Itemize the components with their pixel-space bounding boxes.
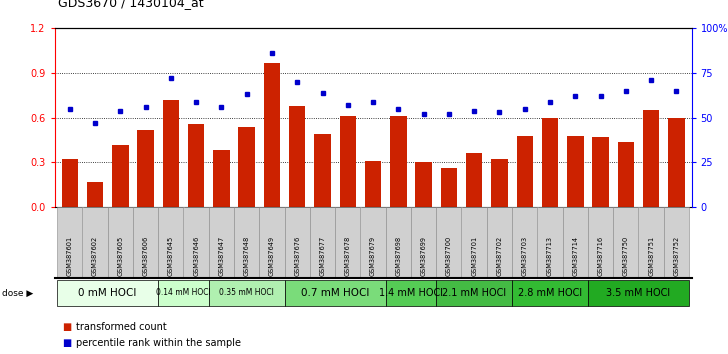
Bar	[239, 127, 255, 207]
Text: GDS3670 / 1430104_at: GDS3670 / 1430104_at	[58, 0, 204, 9]
Text: 0.35 mM HOCl: 0.35 mM HOCl	[219, 289, 274, 297]
Bar	[567, 136, 584, 207]
Bar	[87, 182, 103, 207]
Text: GSM387714: GSM387714	[572, 236, 578, 276]
Text: GSM387750: GSM387750	[623, 236, 629, 276]
Bar	[542, 118, 558, 207]
Bar	[365, 161, 381, 207]
Text: GSM387702: GSM387702	[496, 236, 502, 276]
Text: GSM387699: GSM387699	[421, 236, 427, 276]
Text: ■: ■	[62, 322, 71, 332]
Text: GSM387700: GSM387700	[446, 236, 452, 276]
Text: 0 mM HOCl: 0 mM HOCl	[79, 288, 137, 298]
Text: GSM387676: GSM387676	[294, 236, 300, 276]
Text: GSM387649: GSM387649	[269, 236, 275, 276]
Text: GSM387606: GSM387606	[143, 236, 149, 276]
Text: 1.4 mM HOCl: 1.4 mM HOCl	[379, 288, 443, 298]
Text: GSM387701: GSM387701	[471, 236, 478, 276]
Bar	[643, 110, 660, 207]
Bar	[213, 150, 229, 207]
Bar	[289, 106, 306, 207]
Bar	[593, 137, 609, 207]
Bar	[112, 144, 129, 207]
Text: 2.8 mM HOCl: 2.8 mM HOCl	[518, 288, 582, 298]
Text: 0.14 mM HOCl: 0.14 mM HOCl	[156, 289, 211, 297]
Bar	[264, 63, 280, 207]
Text: GSM387602: GSM387602	[92, 236, 98, 276]
Text: GSM387601: GSM387601	[67, 236, 73, 276]
Text: transformed count: transformed count	[76, 322, 167, 332]
Bar	[162, 100, 179, 207]
Bar	[314, 134, 331, 207]
Text: GSM387713: GSM387713	[547, 236, 553, 276]
Text: 0.7 mM HOCl: 0.7 mM HOCl	[301, 288, 369, 298]
Bar	[517, 136, 533, 207]
Text: GSM387751: GSM387751	[648, 236, 654, 276]
Text: dose ▶: dose ▶	[2, 289, 33, 297]
Bar	[466, 154, 483, 207]
Text: GSM387645: GSM387645	[168, 236, 174, 276]
Text: GSM387646: GSM387646	[193, 236, 199, 276]
Text: ■: ■	[62, 338, 71, 348]
Bar	[617, 142, 634, 207]
Bar	[668, 118, 684, 207]
Text: GSM387698: GSM387698	[395, 236, 401, 276]
Text: GSM387647: GSM387647	[218, 236, 224, 276]
Text: GSM387678: GSM387678	[345, 236, 351, 276]
Bar	[416, 162, 432, 207]
Text: GSM387679: GSM387679	[370, 236, 376, 276]
Text: GSM387703: GSM387703	[522, 236, 528, 276]
Text: 2.1 mM HOCl: 2.1 mM HOCl	[442, 288, 506, 298]
Bar	[339, 116, 356, 207]
Bar	[62, 159, 78, 207]
Bar	[491, 159, 507, 207]
Text: GSM387677: GSM387677	[320, 236, 325, 276]
Bar	[138, 130, 154, 207]
Bar	[440, 169, 457, 207]
Text: GSM387605: GSM387605	[117, 236, 123, 276]
Text: GSM387648: GSM387648	[244, 236, 250, 276]
Text: 3.5 mM HOCl: 3.5 mM HOCl	[606, 288, 670, 298]
Text: GSM387752: GSM387752	[673, 236, 679, 276]
Bar	[390, 116, 407, 207]
Text: percentile rank within the sample: percentile rank within the sample	[76, 338, 242, 348]
Text: GSM387716: GSM387716	[598, 236, 604, 276]
Bar	[188, 124, 205, 207]
